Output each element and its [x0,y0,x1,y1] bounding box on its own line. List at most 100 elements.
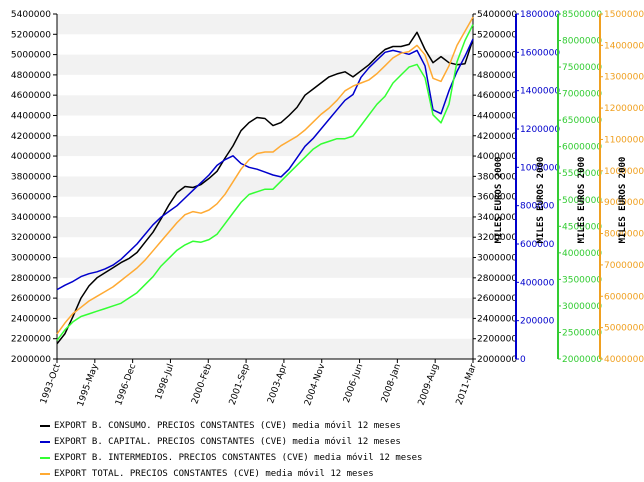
axis-title: MILES EUROS 2000 [618,157,628,244]
x-axis: 1993-Oct 1995-May 1996-Dec 1998-Jul 2000-Feb… [39,359,479,408]
tick-label: 15000000 [604,10,644,20]
tick-label: 2200000 [11,335,51,345]
tick-label: 3200000 [11,233,51,243]
x-tick-label: 1998-Jul [154,363,176,402]
x-tick-label: 1996-Dec [114,363,138,407]
tick-label: 5000000 [11,51,51,61]
tick-label: 4400000 [477,111,517,121]
tick-label: 4000000 [477,152,517,162]
tick-label: 2600000 [477,294,517,304]
tick-label: 5400000 [11,10,51,20]
tick-label: 3000000 [477,254,517,264]
tick-label: 11000000 [604,135,644,145]
plot-band [57,74,473,96]
tick-label: 3600000 [11,193,51,203]
tick-label: 1200000 [520,125,560,135]
x-tick-label: 2008-Jan [380,363,403,405]
tick-label: 2200000 [477,335,517,345]
tick-label: 2000000 [477,355,517,365]
x-tick-label: 1993-Oct [39,362,63,405]
legend-item: EXPORT B. INTERMEDIOS. PRECIOS CONSTANTE… [40,450,640,466]
legend-item: EXPORT B. CAPITAL. PRECIOS CONSTANTES (C… [40,434,640,450]
tick-label: 6500000 [562,116,602,126]
x-tick-label: 1995-May [76,362,101,408]
plot-band [57,95,473,116]
legend-swatch [40,457,50,459]
x-tick-label: 2001-Sep [228,362,252,406]
tick-label: 0 [520,355,526,365]
legend-item: EXPORT B. CONSUMO. PRECIOS CONSTANTES (C… [40,418,640,434]
legend-label: EXPORT TOTAL. PRECIOS CONSTANTES (CVE) m… [54,469,374,479]
legend-item: EXPORT TOTAL. PRECIOS CONSTANTES (CVE) m… [40,466,640,482]
tick-label: 8500000 [562,10,602,20]
plot-band [57,34,473,55]
tick-label: 4800000 [477,71,517,81]
tick-label: 6000000 [562,143,602,153]
tick-label: 4000000 [604,355,644,365]
series-lines [56,16,474,345]
tick-label: 2600000 [11,294,51,304]
tick-label: 2400000 [477,314,517,324]
plot-band [57,338,473,359]
legend-swatch [40,441,50,443]
axis-title: MILES EUROS 2000 [494,157,504,244]
tick-label: 2800000 [477,274,517,284]
tick-label: 2400000 [11,314,51,324]
tick-label: 3800000 [477,172,517,182]
x-tick-label: 2000-Feb [190,362,214,405]
tick-label: 1600000 [520,48,560,58]
tick-label: 4000000 [562,249,602,259]
tick-label: 4200000 [477,132,517,142]
tick-label: 3400000 [477,213,517,223]
tick-label: 800000 [520,202,555,212]
x-tick-label: 2003-Apr [266,362,290,405]
tick-label: 7000000 [562,90,602,100]
tick-label: 7000000 [604,261,644,271]
tick-label: 7500000 [562,63,602,73]
x-tick-label: 2004-Nov [303,362,328,407]
tick-label: 4800000 [11,71,51,81]
legend: EXPORT B. CONSUMO. PRECIOS CONSTANTES (C… [40,418,640,482]
plot-band [57,14,473,35]
tick-label: 600000 [520,240,555,250]
tick-label: 5000000 [604,324,644,334]
plot-band [57,237,473,258]
x-tick-label: 2011-Mar [455,362,479,406]
tick-label: 4000000 [11,152,51,162]
tick-label: 5200000 [477,30,517,40]
x-tick-label: 2009-Aug [417,363,441,407]
tick-label: 8000000 [562,37,602,47]
tick-label: 1400000 [520,87,560,97]
tick-label: 4600000 [477,91,517,101]
tick-label: 3600000 [477,193,517,203]
tick-label: 5000000 [477,51,517,61]
tick-label: 3500000 [562,275,602,285]
legend-label: EXPORT B. CONSUMO. PRECIOS CONSTANTES (C… [54,421,401,431]
tick-label: 6000000 [604,292,644,302]
tick-label: 3000000 [562,302,602,312]
legend-swatch [40,425,50,427]
tick-label: 3200000 [477,233,517,243]
right-axes: 2000000220000024000002600000280000030000… [473,10,644,365]
tick-label: 200000 [520,317,555,327]
plot-band [57,277,473,299]
tick-label: 5400000 [477,10,517,20]
tick-label: 4200000 [11,132,51,142]
tick-label: 4400000 [11,111,51,121]
tick-label: 3800000 [11,172,51,182]
plot-band [57,156,473,177]
axis-title: MILES EUROS 2000 [536,157,546,244]
tick-label: 4500000 [562,222,602,232]
tick-label: 2000000 [11,355,51,365]
plot-band [57,135,473,157]
legend-swatch [40,473,50,475]
tick-label: 2500000 [562,328,602,338]
x-tick-label: 2006-Jun [342,363,365,405]
legend-label: EXPORT B. INTERMEDIOS. PRECIOS CONSTANTE… [54,453,423,463]
plot-band [57,318,473,339]
tick-label: 5000000 [562,196,602,206]
tick-label: 1800000 [520,10,560,20]
tick-label: 1000000 [520,163,560,173]
series-line [56,31,474,345]
tick-label: 8000000 [604,230,644,240]
